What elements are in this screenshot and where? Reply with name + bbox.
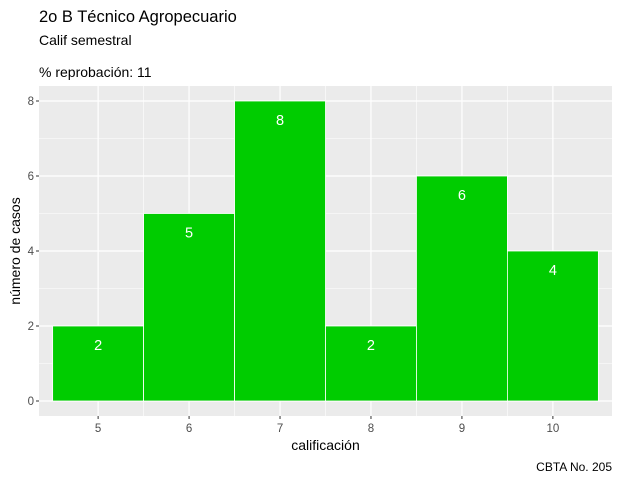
- x-axis: 5 6 7 8 9 10: [95, 416, 559, 435]
- y-axis-title: número de casos: [7, 197, 23, 304]
- chart-caption: CBTA No. 205: [536, 460, 612, 474]
- x-axis-title: calificación: [291, 437, 359, 453]
- x-tick-label: 9: [459, 423, 465, 435]
- x-tick-label: 5: [95, 423, 101, 435]
- bar-value-label: 5: [185, 226, 193, 242]
- chart-title: 2o B Técnico Agropecuario: [39, 8, 237, 26]
- bar-value-label: 2: [94, 338, 102, 354]
- bar: [325, 325, 417, 402]
- bar: [416, 175, 508, 402]
- bar: [234, 100, 326, 402]
- x-tick-label: 10: [546, 423, 559, 435]
- bar-value-label: 6: [458, 188, 466, 204]
- bar: [143, 213, 235, 402]
- y-tick-label: 6: [28, 171, 34, 183]
- bar: [507, 250, 599, 402]
- y-tick-label: 0: [28, 396, 34, 408]
- bar-labels: 2 5 8 2 6 4: [94, 113, 557, 354]
- y-axis: 0 2 4 6 8: [28, 96, 39, 408]
- x-tick-label: 7: [277, 423, 283, 435]
- x-tick-label: 6: [186, 423, 192, 435]
- y-tick-label: 4: [28, 246, 35, 258]
- chart-note: % reprobación: 11: [39, 64, 152, 80]
- bar-value-label: 8: [276, 113, 284, 129]
- y-tick-label: 8: [28, 96, 34, 108]
- bar: [52, 325, 144, 402]
- x-tick-label: 8: [368, 423, 374, 435]
- bar-value-label: 4: [549, 263, 557, 279]
- bar-value-label: 2: [367, 338, 375, 354]
- bars: [52, 100, 599, 402]
- chart-subtitle: Calif semestral: [39, 32, 132, 48]
- y-tick-label: 2: [28, 321, 34, 333]
